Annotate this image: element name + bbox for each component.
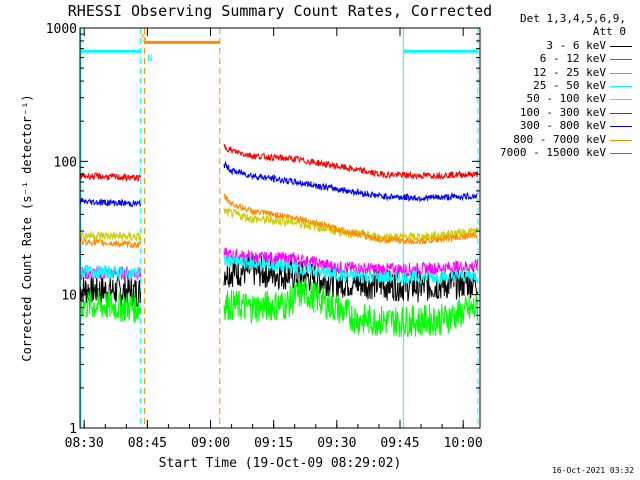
legend-entry-7: 800 - 7000 keV xyxy=(484,133,634,146)
y-tick-label-3: 1000 xyxy=(46,22,77,37)
legend-entry-1: 6 - 12 keV xyxy=(484,52,634,65)
x-tick-label-2: 09:00 xyxy=(191,436,230,451)
series-line-3-seg-1 xyxy=(223,254,478,286)
legend-entry-2: 12 - 25 keV xyxy=(484,66,634,79)
y-tick-label-2: 100 xyxy=(54,155,77,170)
legend-entry-0: 3 - 6 keV xyxy=(484,39,634,52)
legend-label-0: 3 - 6 keV xyxy=(546,38,606,52)
legend-label-7: 800 - 7000 keV xyxy=(513,132,606,146)
series-line-4-seg-1 xyxy=(223,206,479,244)
legend-label-1: 6 - 12 keV xyxy=(539,52,606,66)
series-line-7-seg-1 xyxy=(223,193,478,246)
legend-entries: 3 - 6 keV 6 - 12 keV 12 - 25 keV 25 - 50 ke… xyxy=(484,39,634,160)
legend-swatch-6 xyxy=(610,126,632,128)
series-line-2-seg-1 xyxy=(223,278,479,338)
x-axis: 08:30 08:45 09:00 09:15 09:30 09:45 10:00 xyxy=(65,28,483,451)
y-tick-label-1: 10 xyxy=(61,289,77,304)
footer-timestamp: 16-Oct-2021 03:32 xyxy=(552,466,634,475)
legend-header-attenuator: Att 0 xyxy=(592,25,626,39)
chart-title: RHESSI Observing Summary Count Rates, Co… xyxy=(68,2,492,20)
legend-entry-5: 100 - 300 keV xyxy=(484,106,634,119)
series-line-1-seg-1 xyxy=(223,246,479,278)
x-tick-label-6: 10:00 xyxy=(444,436,483,451)
legend: Det 1,3,4,5,6,9, Att 0 3 - 6 keV 6 - 12 k… xyxy=(484,12,634,159)
x-axis-label: Start Time (19-Oct-09 08:29:02) xyxy=(159,456,402,471)
legend-label-6: 300 - 800 keV xyxy=(519,119,606,133)
state-flags: SN xyxy=(80,33,478,64)
legend-swatch-3 xyxy=(610,85,632,87)
series-line-2-seg-0 xyxy=(79,289,142,323)
legend-swatch-5 xyxy=(610,112,632,114)
x-tick-label-1: 08:45 xyxy=(128,436,167,451)
series-line-4-seg-0 xyxy=(79,230,142,242)
y-axis-label: Corrected Count Rate (s⁻¹ detector⁻¹) xyxy=(20,94,34,361)
x-tick-label-3: 09:15 xyxy=(254,436,293,451)
x-tick-label-4: 09:30 xyxy=(317,436,356,451)
series-lines xyxy=(79,143,479,338)
series-line-5-seg-0 xyxy=(79,172,142,183)
legend-label-5: 100 - 300 keV xyxy=(519,105,606,119)
x-tick-label-5: 09:45 xyxy=(380,436,419,451)
time-markers xyxy=(80,28,479,428)
flag-label-n: N xyxy=(147,54,152,64)
legend-swatch-1 xyxy=(610,59,632,61)
series-line-3-seg-0 xyxy=(79,264,142,280)
legend-entry-6: 300 - 800 keV xyxy=(484,119,634,132)
legend-label-4: 50 - 100 keV xyxy=(526,92,606,106)
legend-entry-4: 50 - 100 keV xyxy=(484,92,634,105)
series-line-0-seg-1 xyxy=(223,255,479,303)
series-line-6-seg-1 xyxy=(223,160,478,203)
x-tick-label-0: 08:30 xyxy=(65,436,104,451)
series-line-7-seg-0 xyxy=(79,237,142,249)
legend-swatch-7 xyxy=(610,139,632,141)
legend-label-3: 25 - 50 keV xyxy=(533,78,606,92)
legend-swatch-4 xyxy=(610,99,632,101)
plot-frame xyxy=(79,27,481,429)
legend-entry-3: 25 - 50 keV xyxy=(484,79,634,92)
legend-label-8: 7000 - 15000 keV xyxy=(500,145,606,159)
legend-swatch-2 xyxy=(610,72,632,74)
series-line-5-seg-1 xyxy=(223,143,479,180)
y-tick-label-0: 1 xyxy=(69,422,77,437)
legend-entry-8: 7000 - 15000 keV xyxy=(484,146,634,159)
y-axis: 1 10 100 1000 xyxy=(46,22,480,437)
flag-label-s: S xyxy=(141,33,146,43)
legend-swatch-8 xyxy=(610,152,632,154)
legend-header-detectors: Det 1,3,4,5,6,9, xyxy=(520,12,626,25)
legend-label-2: 12 - 25 keV xyxy=(533,65,606,79)
series-line-6-seg-0 xyxy=(79,197,142,208)
legend-swatch-0 xyxy=(610,45,632,47)
